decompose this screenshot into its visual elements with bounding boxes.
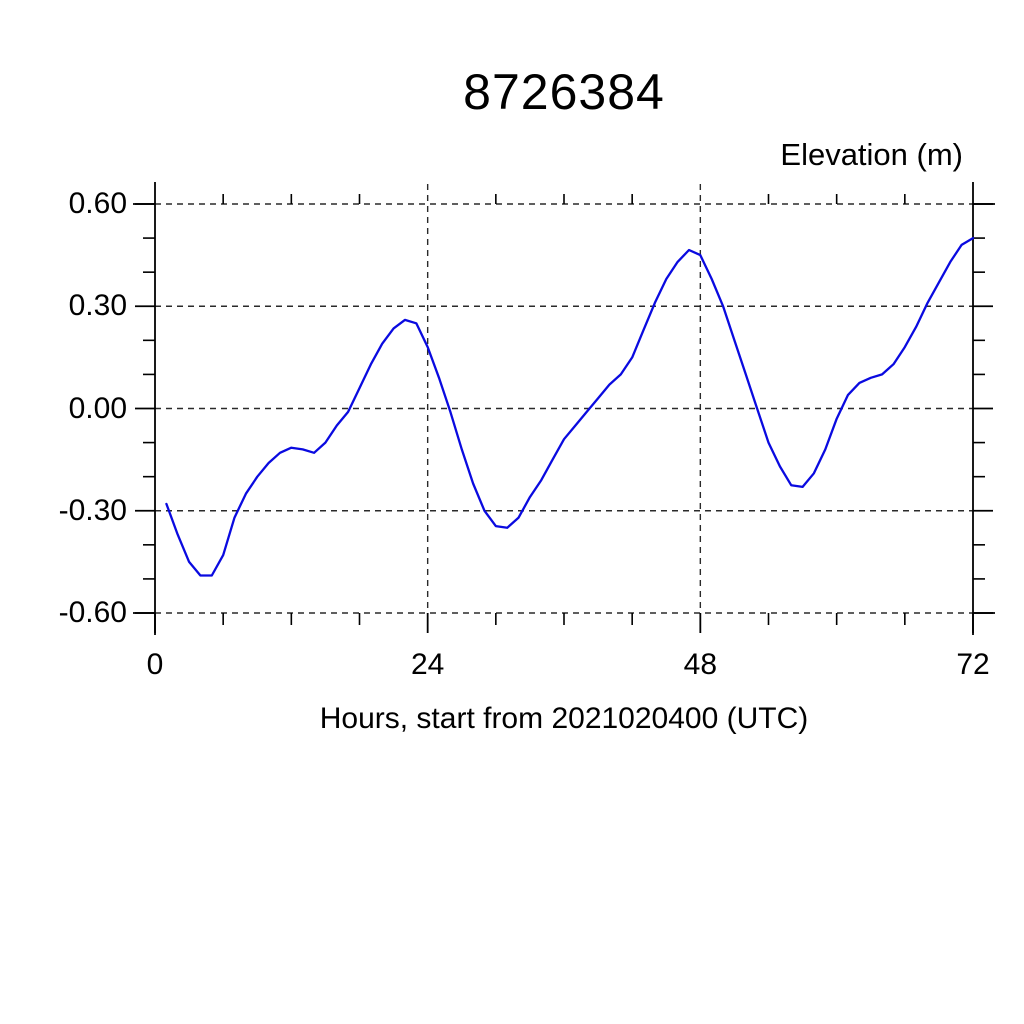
y-tick-label: -0.60: [58, 596, 127, 629]
x-axis-label: Hours, start from 2021020400 (UTC): [319, 702, 809, 735]
x-tick-label: 24: [410, 648, 445, 681]
chart-title: 8726384: [463, 64, 665, 120]
x-tick-label: 0: [146, 648, 164, 681]
elevation-line: [165, 236, 975, 577]
y-tick-label: 0.30: [68, 289, 127, 323]
y-tick-label: 0.00: [68, 391, 127, 425]
x-tick-label: 48: [683, 648, 718, 681]
y-tick-label: -0.30: [58, 493, 127, 527]
x-tick-label: 72: [956, 648, 990, 681]
y-tick-label: 0.60: [68, 187, 127, 220]
y-axis-label: Elevation (m): [780, 137, 963, 172]
